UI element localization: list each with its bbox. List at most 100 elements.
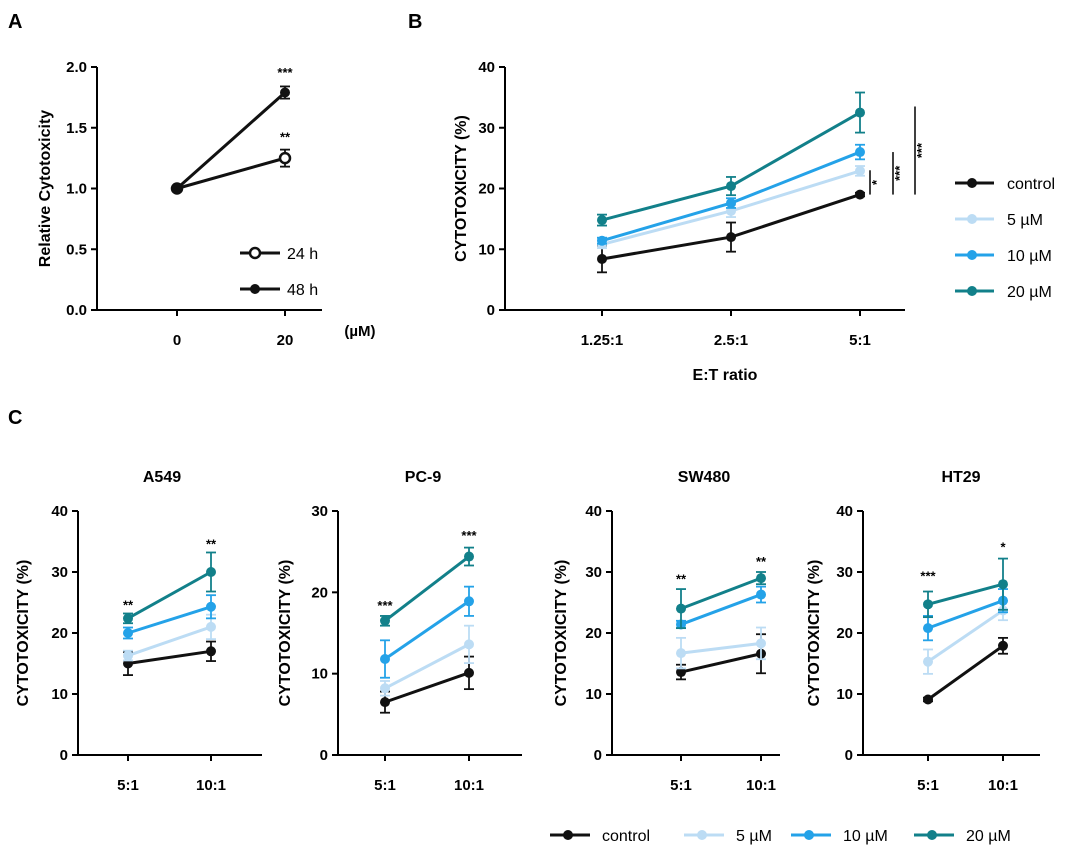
series-line — [927, 582, 1004, 606]
legend-marker — [967, 286, 977, 296]
data-point — [756, 589, 766, 600]
panel-label-b: B — [408, 11, 422, 33]
series-24-h — [170, 148, 292, 195]
y-tick-label: 1.5 — [66, 120, 87, 137]
series-20-m — [380, 546, 474, 627]
legend-label: 20 µM — [966, 828, 1011, 845]
series-line — [384, 671, 470, 704]
series-control — [676, 633, 766, 681]
data-point — [464, 667, 474, 678]
data-point — [597, 235, 607, 246]
y-tick-label: 10 — [311, 666, 328, 683]
y-tick-label: 40 — [478, 59, 495, 76]
chart-a: 0.0 0.5 1.0 1.5 2.0 0 20 Relative Cytotoxicity (… — [37, 59, 376, 349]
significance-marker: *** — [892, 165, 907, 181]
y-tick-label: 0.5 — [66, 241, 87, 258]
y-tick-label: 30 — [311, 503, 328, 520]
panel-label-c: C — [8, 407, 22, 429]
data-point — [123, 613, 133, 624]
y-tick-label: 1.0 — [66, 181, 87, 198]
chart-title: PC-9 — [405, 469, 442, 486]
series-5-m — [676, 626, 766, 670]
x-tick-label: 10:1 — [454, 777, 484, 794]
x-tick-label: 5:1 — [849, 332, 871, 349]
legend-label: 5 µM — [1007, 212, 1043, 229]
y-axis-label: CYTOTOXICITY (%) — [806, 560, 823, 707]
legend-marker — [967, 178, 977, 188]
legend-label: 20 µM — [1007, 284, 1052, 301]
significance-marker: ** — [123, 598, 134, 613]
y-tick-label: 40 — [51, 503, 68, 520]
y-tick-label: 0 — [320, 747, 328, 764]
series-line — [680, 652, 762, 674]
series-10-m — [380, 585, 474, 679]
series-20-m — [123, 551, 216, 625]
data-point — [123, 650, 133, 661]
data-point — [206, 646, 216, 657]
data-point — [676, 603, 686, 614]
data-point — [380, 683, 390, 694]
y-tick-label: 20 — [51, 625, 68, 642]
significance-marker: ** — [280, 129, 291, 144]
series-line — [927, 644, 1004, 701]
y-tick-label: 0 — [60, 747, 68, 764]
data-point — [676, 648, 686, 659]
y-tick-label: 30 — [478, 120, 495, 137]
series-5-m — [123, 613, 216, 662]
series-5-m — [923, 599, 1008, 675]
legend-label: 24 h — [287, 246, 318, 263]
legend-label: control — [1007, 176, 1055, 193]
series-48-h — [172, 85, 290, 194]
data-point — [676, 667, 686, 678]
legend-label: control — [602, 828, 650, 845]
data-point — [855, 189, 865, 200]
data-point — [206, 601, 216, 612]
series-line — [384, 600, 470, 661]
y-tick-label: 10 — [836, 686, 853, 703]
y-tick-label: 2.0 — [66, 59, 87, 76]
significance-marker: ** — [756, 554, 767, 569]
plots-layer: 0.0 0.5 1.0 1.5 2.0 0 20 Relative Cytotoxicity (… — [15, 59, 1055, 845]
legend-marker — [967, 214, 977, 224]
data-point — [726, 198, 736, 209]
data-point — [597, 253, 607, 264]
series-line — [384, 643, 470, 690]
series-control — [123, 640, 216, 676]
chart-b: 0 10 20 30 40 1.25:1 2.5:1 5:1 CYTOTOXICITY (%) E… — [453, 59, 929, 384]
series-control — [923, 636, 1008, 705]
data-point — [855, 165, 865, 176]
legend-marker — [967, 250, 977, 260]
significance-marker: * — [869, 179, 884, 185]
series-line — [176, 156, 286, 190]
legend-a: 24 h 48 h — [240, 246, 318, 299]
data-point — [998, 640, 1008, 651]
legend-marker — [697, 830, 707, 840]
x-tick-label: 5:1 — [374, 777, 396, 794]
legend-label: 5 µM — [736, 828, 772, 845]
data-point — [726, 181, 736, 192]
data-point — [123, 628, 133, 638]
data-point — [280, 87, 290, 98]
y-tick-label: 20 — [585, 625, 602, 642]
series-5-m — [380, 624, 474, 697]
significance-marker: *** — [914, 142, 929, 158]
legend-marker — [563, 830, 573, 840]
data-point — [380, 697, 390, 708]
series-line — [127, 570, 212, 620]
y-tick-label: 0.0 — [66, 302, 87, 319]
x-tick-label: 2.5:1 — [714, 332, 748, 349]
series-line — [927, 609, 1004, 663]
data-point — [380, 615, 390, 626]
x-axis-label: E:T ratio — [693, 367, 758, 384]
legend-marker — [248, 246, 262, 260]
y-axis-label: CYTOTOXICITY (%) — [553, 560, 570, 707]
series-line — [680, 576, 762, 611]
series-line — [384, 555, 470, 622]
significance-marker: ** — [206, 537, 217, 552]
significance-marker: *** — [461, 528, 477, 543]
y-tick-label: 40 — [836, 503, 853, 520]
significance-marker: *** — [377, 598, 393, 613]
series-20-m — [597, 91, 865, 227]
y-tick-label: 20 — [836, 625, 853, 642]
x-tick-label: 10:1 — [196, 777, 226, 794]
